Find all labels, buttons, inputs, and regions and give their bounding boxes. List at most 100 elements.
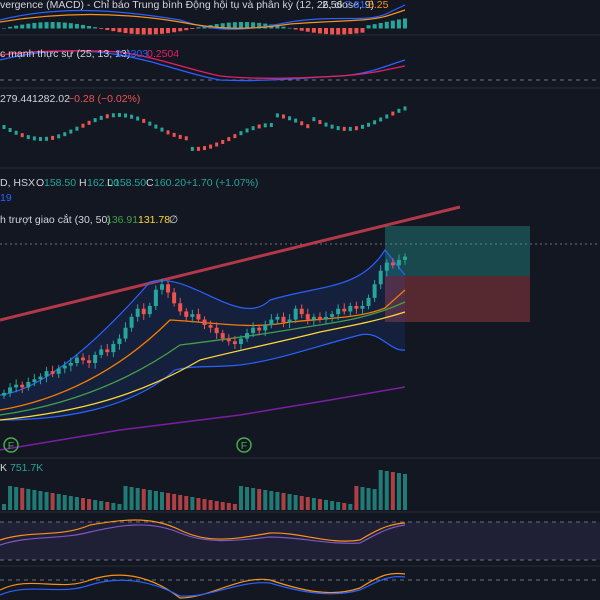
candle-body[interactable] (208, 325, 213, 328)
candle-body[interactable] (50, 371, 55, 374)
candle-body[interactable] (68, 363, 73, 366)
candle-body[interactable] (251, 327, 256, 334)
candle-body[interactable] (214, 327, 219, 334)
candle-body[interactable] (20, 384, 25, 388)
candle-body[interactable] (172, 292, 177, 304)
candle-body[interactable] (2, 392, 6, 396)
candle-body[interactable] (166, 284, 171, 293)
candle-body[interactable] (8, 387, 13, 393)
candle-body[interactable] (190, 314, 195, 317)
index-candle (75, 126, 79, 131)
candle-body[interactable] (348, 306, 353, 312)
candle-body[interactable] (141, 308, 146, 315)
candle-body[interactable] (62, 365, 67, 369)
candle-body[interactable] (14, 384, 19, 388)
candle-body[interactable] (32, 379, 37, 382)
candle-body[interactable] (311, 316, 316, 320)
volume-bar (305, 497, 310, 510)
tsi-value-2: 0.2504 (147, 48, 179, 60)
candle-body[interactable] (202, 319, 207, 325)
position-loss-zone[interactable] (385, 276, 530, 322)
candle-body[interactable] (129, 316, 134, 328)
candle-body[interactable] (93, 354, 98, 363)
candle-body[interactable] (336, 308, 341, 315)
candle-body[interactable] (281, 316, 286, 323)
volume-bars (2, 470, 407, 510)
candle-body[interactable] (275, 316, 280, 320)
candle-body[interactable] (245, 333, 250, 339)
candle-body[interactable] (220, 333, 225, 339)
macd-histogram-bar (257, 22, 262, 29)
candle-body[interactable] (105, 349, 110, 353)
candle-body[interactable] (293, 308, 298, 320)
low-value: 158.50 (114, 177, 146, 189)
candle-body[interactable] (80, 357, 85, 361)
candle-body[interactable] (330, 314, 335, 317)
tsi-signal-line (0, 50, 406, 79)
candle-body[interactable] (384, 262, 389, 271)
macd-histogram-bar (117, 28, 122, 33)
candle-body[interactable] (38, 376, 43, 380)
candle-body[interactable] (263, 325, 268, 331)
macd-histogram-bar (196, 27, 201, 29)
candle-body[interactable] (354, 306, 359, 309)
index-candle (51, 135, 55, 140)
candle-body[interactable] (378, 270, 383, 285)
macd-histogram-bar (317, 28, 322, 34)
candle-body[interactable] (269, 319, 274, 325)
candle-body[interactable] (287, 319, 292, 323)
candle-body[interactable] (178, 303, 183, 312)
index-candle (373, 120, 377, 125)
candle-body[interactable] (257, 327, 262, 331)
candle-body[interactable] (403, 256, 407, 260)
candle-body[interactable] (238, 338, 243, 344)
candle-body[interactable] (324, 316, 329, 320)
candle-body[interactable] (232, 341, 237, 344)
candle-body[interactable] (226, 338, 231, 342)
candle-body[interactable] (372, 284, 377, 298)
candle-body[interactable] (26, 382, 31, 388)
macd-histogram-bar (166, 28, 171, 34)
stoch-d (0, 575, 406, 597)
candle-body[interactable] (153, 289, 158, 306)
candle-body[interactable] (305, 314, 310, 320)
index-candle (227, 137, 231, 142)
change-value: +1.70 (+1.07%) (186, 177, 258, 189)
candle-body[interactable] (317, 316, 322, 320)
candle-body[interactable] (299, 308, 304, 315)
candle-body[interactable] (44, 371, 49, 377)
bollinger-upper (0, 248, 406, 396)
candle-body[interactable] (396, 259, 401, 266)
candle-body[interactable] (123, 327, 128, 339)
candle-body[interactable] (390, 262, 395, 266)
index-candle (233, 134, 237, 139)
candle-body[interactable] (111, 344, 116, 353)
candle-body[interactable] (360, 306, 365, 309)
index-candle (306, 124, 310, 129)
candle-body[interactable] (135, 308, 140, 317)
event-marker-f[interactable] (236, 437, 252, 453)
candle-body[interactable] (74, 357, 79, 363)
position-profit-zone[interactable] (385, 226, 530, 276)
candle-body[interactable] (196, 314, 201, 320)
macd-histogram-bar (354, 28, 359, 34)
event-marker-f[interactable] (3, 437, 19, 453)
candle-body[interactable] (366, 297, 371, 306)
volume-bar (403, 474, 407, 510)
candle-body[interactable] (99, 349, 104, 355)
candle-body[interactable] (56, 368, 61, 374)
candle-body[interactable] (342, 308, 347, 312)
candle-body[interactable] (147, 306, 152, 315)
macd-histogram-bar (50, 22, 55, 29)
candle-body[interactable] (87, 360, 92, 363)
candle-body[interactable] (117, 338, 122, 344)
candle-body[interactable] (184, 311, 189, 317)
resistance-trendline[interactable] (0, 205, 461, 322)
macd-histogram-bar (68, 23, 73, 29)
volume-bar (245, 487, 250, 510)
macd-histogram-bar (80, 24, 85, 29)
candle-body[interactable] (159, 284, 164, 290)
ma-yellow (0, 311, 406, 421)
